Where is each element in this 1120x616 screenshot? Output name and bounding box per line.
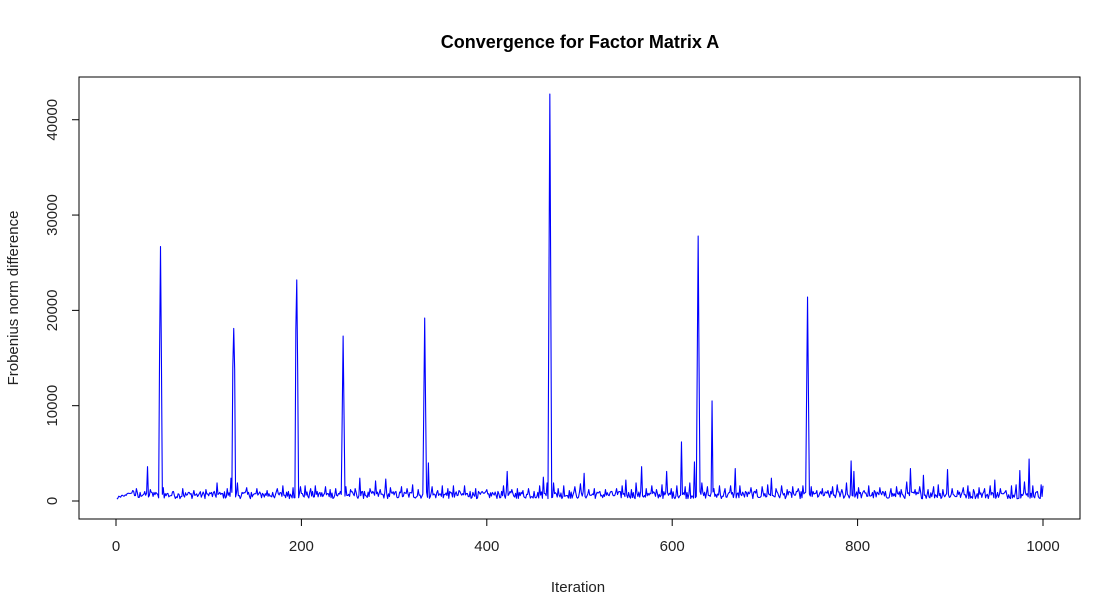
x-tick-label: 400 [474, 538, 499, 555]
x-tick-label: 1000 [1026, 538, 1059, 555]
y-tick-label: 30000 [44, 194, 61, 236]
plot-frame [78, 76, 1081, 520]
y-tick-label: 20000 [44, 290, 61, 332]
series-line [116, 93, 1044, 500]
y-tick-label: 0 [44, 497, 61, 505]
y-axis-label: Frobenius norm difference [5, 211, 22, 386]
x-tick-label: 200 [289, 538, 314, 555]
y-tick-label: 10000 [44, 385, 61, 427]
x-axis: 0 200 400 600 800 1000 [112, 518, 1060, 555]
x-axis-label: Iteration [551, 579, 605, 596]
series-layer [116, 93, 1044, 500]
x-tick-label: 800 [845, 538, 870, 555]
y-axis: 0 10000 20000 30000 40000 [44, 99, 80, 505]
x-tick-label: 0 [112, 538, 120, 555]
y-tick-label: 40000 [44, 99, 61, 141]
x-tick-label: 600 [660, 538, 685, 555]
chart-title: Convergence for Factor Matrix A [441, 32, 719, 52]
